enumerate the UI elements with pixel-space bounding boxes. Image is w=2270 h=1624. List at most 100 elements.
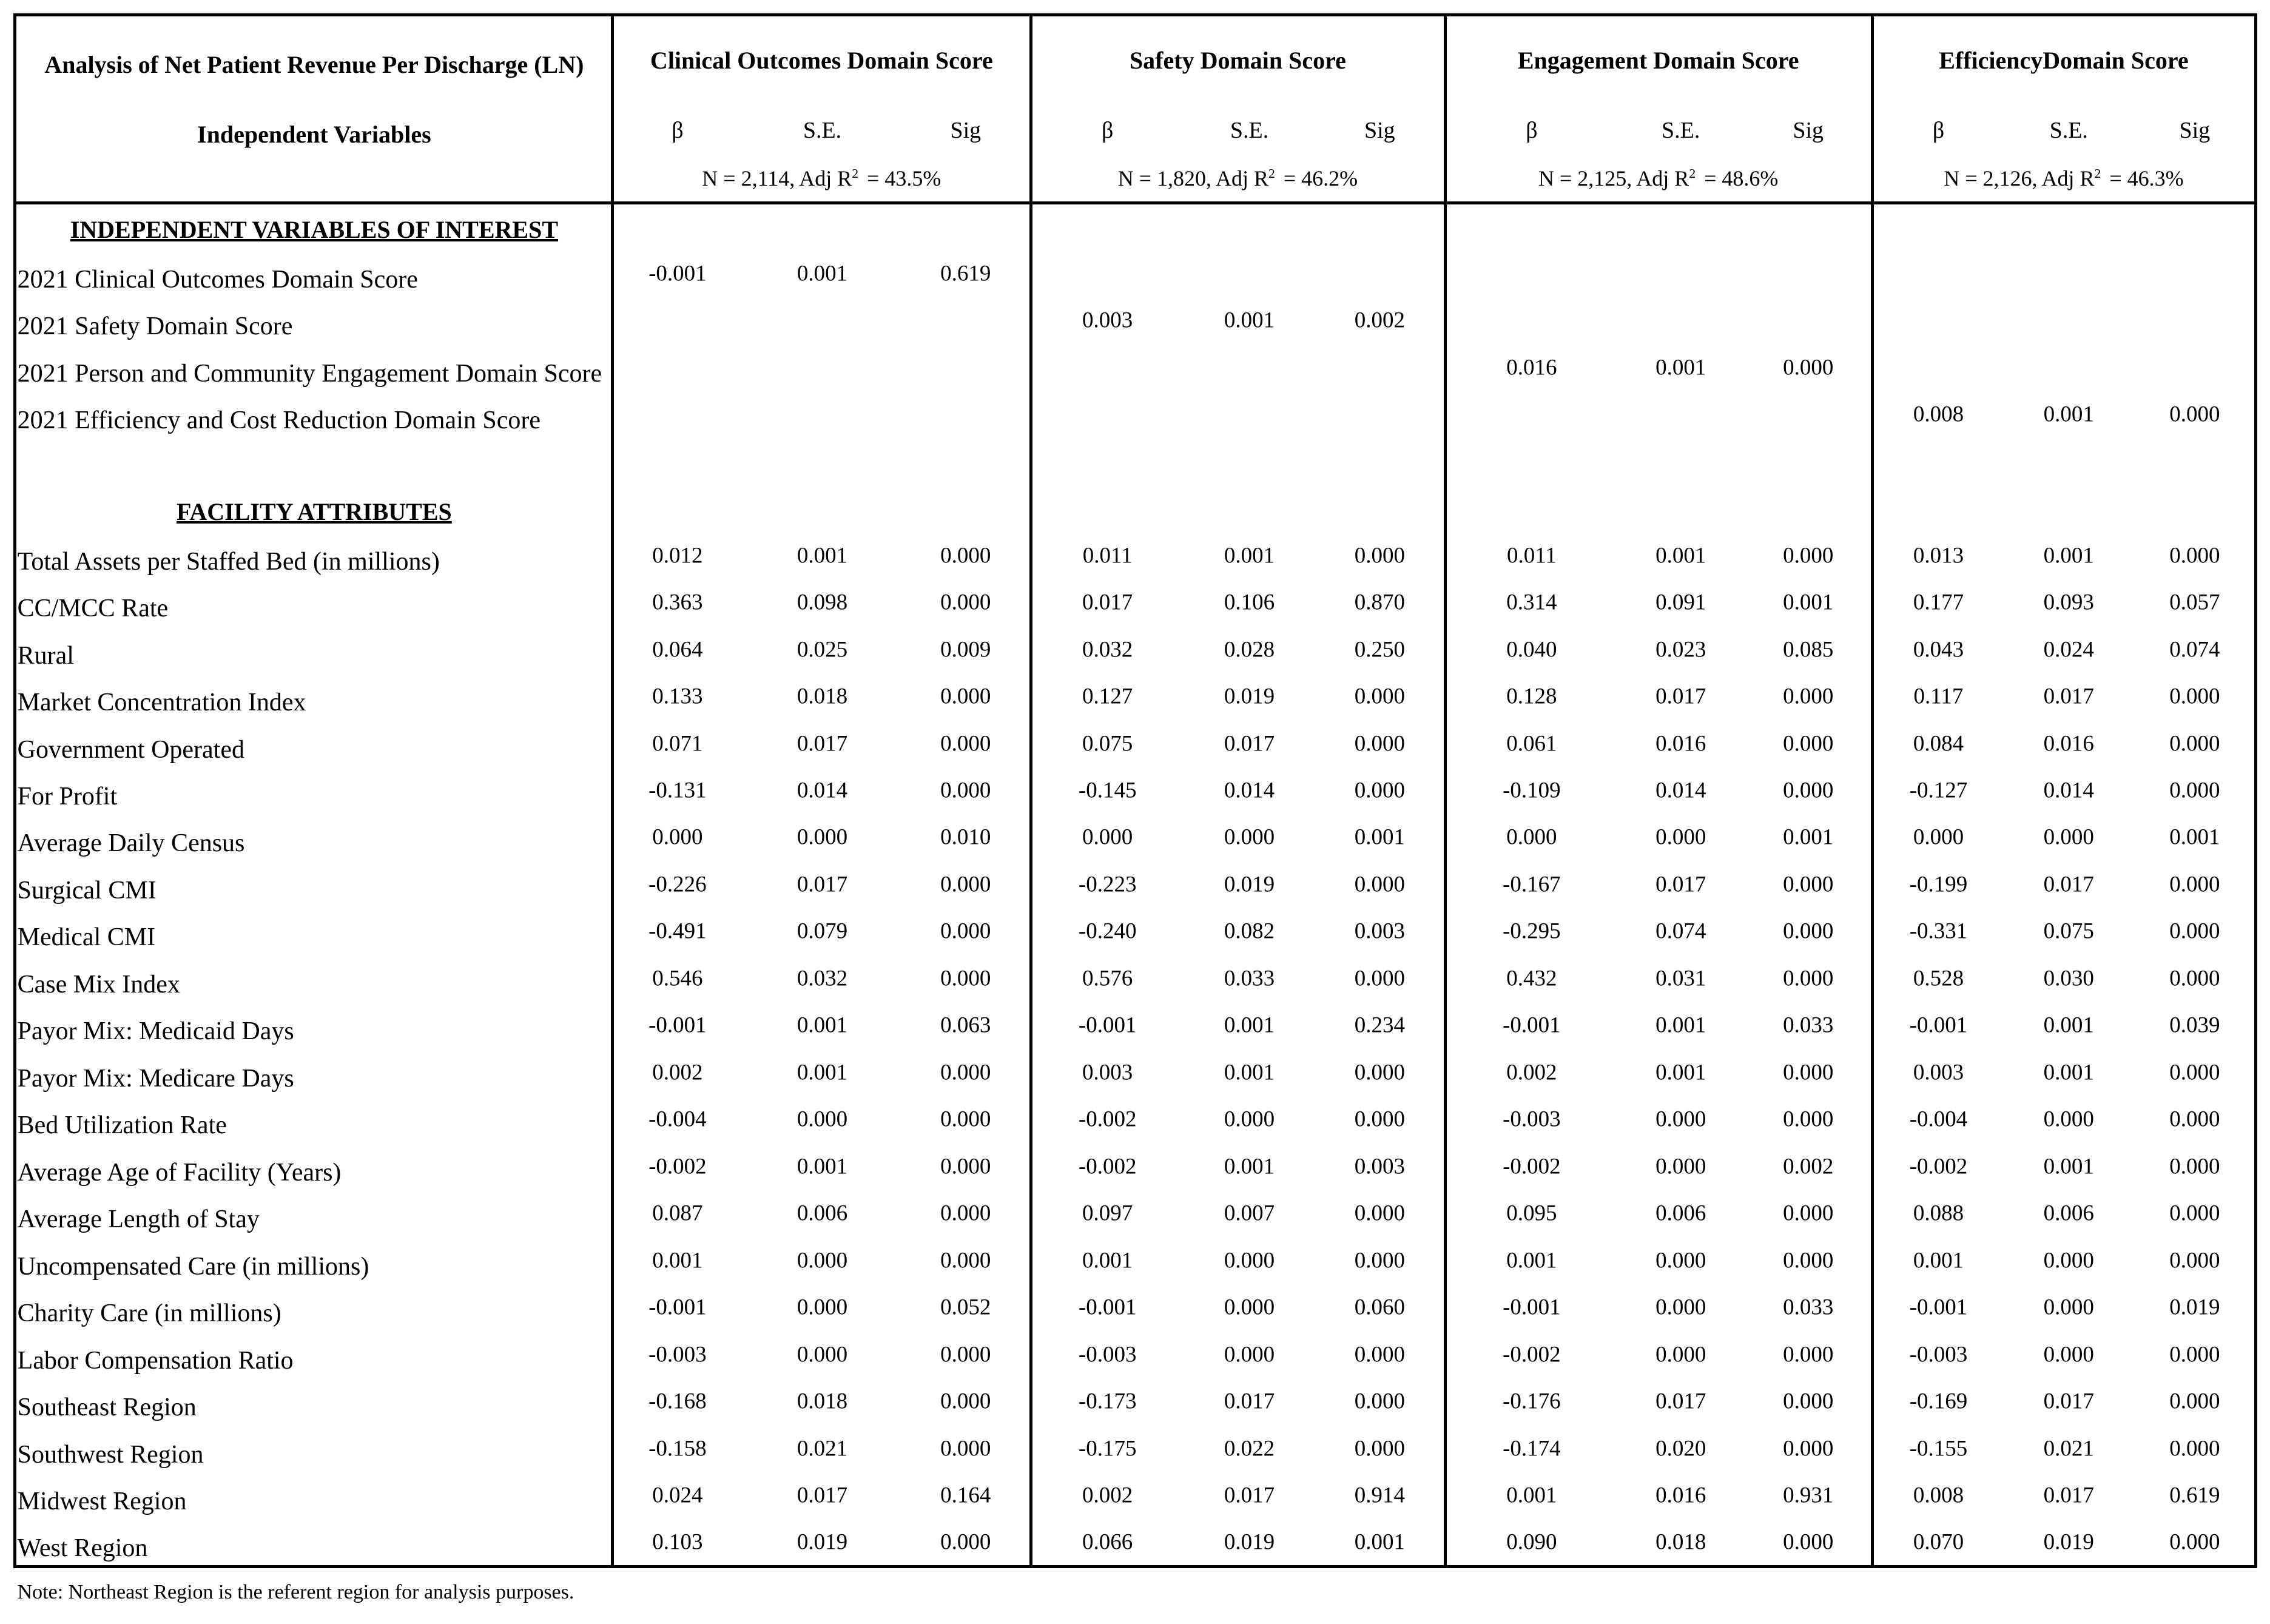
cell-value: 0.003 — [1354, 1154, 1405, 1179]
cell-value: 0.011 — [1506, 543, 1557, 568]
cell-value: 0.009 — [940, 637, 991, 662]
cell-value: 0.017 — [1655, 684, 1706, 709]
cell-value: 0.000 — [2169, 1248, 2220, 1273]
row-label: Bed Utilization Rate — [17, 1111, 227, 1140]
cell-value: 0.117 — [1913, 684, 1964, 709]
cell-value: 0.000 — [2169, 1060, 2220, 1085]
cell-value: 0.003 — [1082, 308, 1133, 333]
cell-value: 0.001 — [2043, 402, 2094, 427]
cell-value: 0.016 — [2043, 731, 2094, 756]
superscript: 2 — [1268, 166, 1275, 181]
cell-value: 0.619 — [940, 261, 991, 286]
cell-value: 0.000 — [1655, 1295, 1706, 1320]
cell-value: 0.001 — [2169, 824, 2220, 850]
cell-value: -0.295 — [1503, 918, 1561, 944]
row-label: Surgical CMI — [17, 876, 157, 905]
cell-value: 0.177 — [1913, 590, 1964, 615]
cell-value: 0.000 — [1783, 1436, 1834, 1461]
cell-value: -0.003 — [1078, 1342, 1137, 1367]
cell-value: 0.032 — [797, 966, 848, 991]
column-header: S.E. — [2049, 117, 2088, 143]
cell-value: 0.000 — [1783, 1389, 1834, 1414]
cell-value: 0.079 — [797, 918, 848, 944]
row-label: Average Age of Facility (Years) — [17, 1158, 342, 1187]
table-title: Analysis of Net Patient Revenue Per Disc… — [44, 51, 584, 79]
superscript: 2 — [852, 166, 859, 181]
superscript: 2 — [1689, 166, 1696, 181]
cell-value: 0.066 — [1082, 1529, 1133, 1555]
row-label: Market Concentration Index — [17, 689, 306, 717]
cell-value: 0.018 — [797, 684, 848, 709]
model-stats: N = 2,114, Adj R2 = 43.5% — [702, 167, 941, 189]
column-header: Sig — [1364, 117, 1395, 143]
cell-value: 0.000 — [940, 684, 991, 709]
cell-value: 0.032 — [1082, 637, 1133, 662]
cell-value: -0.240 — [1078, 918, 1137, 944]
table-note: Note: Northeast Region is the referent r… — [17, 1581, 574, 1604]
cell-value: -0.176 — [1503, 1389, 1561, 1414]
cell-value: 0.000 — [2169, 778, 2220, 803]
row-label: West Region — [17, 1534, 148, 1563]
cell-value: -0.109 — [1503, 778, 1561, 803]
cell-value: 0.000 — [2169, 1342, 2220, 1367]
cell-value: 0.017 — [1082, 590, 1133, 615]
r2-label: = 43.5% — [867, 166, 941, 190]
cell-value: 0.002 — [652, 1060, 703, 1085]
cell-value: 0.000 — [2169, 402, 2220, 427]
cell-value: 0.007 — [1224, 1201, 1275, 1226]
cell-value: 0.000 — [2169, 872, 2220, 897]
cell-value: 0.000 — [1354, 684, 1405, 709]
cell-value: 0.000 — [1783, 1529, 1834, 1555]
cell-value: 0.018 — [797, 1389, 848, 1414]
cell-value: -0.127 — [1909, 778, 1968, 803]
cell-value: 0.000 — [1783, 355, 1834, 380]
cell-value: 0.000 — [797, 824, 848, 850]
cell-value: 0.019 — [797, 1529, 848, 1555]
cell-value: -0.175 — [1078, 1436, 1137, 1461]
cell-value: 0.000 — [1655, 1107, 1706, 1132]
cell-value: -0.491 — [648, 918, 707, 944]
cell-value: 0.000 — [2169, 1436, 2220, 1461]
cell-value: 0.000 — [940, 731, 991, 756]
cell-value: -0.331 — [1909, 918, 1968, 944]
cell-value: 0.000 — [1783, 1060, 1834, 1085]
cell-value: 0.001 — [1655, 355, 1706, 380]
cell-value: 0.000 — [2169, 543, 2220, 568]
cell-value: 0.000 — [1783, 543, 1834, 568]
table-border — [2254, 13, 2258, 1568]
cell-value: 0.000 — [940, 1436, 991, 1461]
cell-value: 0.000 — [1354, 1248, 1405, 1273]
cell-value: 0.000 — [652, 824, 703, 850]
cell-value: 0.008 — [1913, 1483, 1964, 1508]
cell-value: 0.000 — [1783, 1107, 1834, 1132]
cell-value: -0.003 — [1909, 1342, 1968, 1367]
row-label: Midwest Region — [17, 1488, 187, 1515]
table-subtitle: Independent Variables — [197, 120, 431, 148]
cell-value: 0.000 — [797, 1107, 848, 1132]
cell-value: 0.001 — [1783, 824, 1834, 850]
cell-value: 0.001 — [1354, 824, 1405, 850]
cell-value: 0.006 — [797, 1201, 848, 1226]
cell-value: -0.001 — [648, 1012, 707, 1038]
cell-value: 0.619 — [2169, 1483, 2220, 1508]
cell-value: -0.174 — [1503, 1436, 1561, 1461]
row-label: Southeast Region — [17, 1393, 197, 1422]
cell-value: 0.070 — [1913, 1529, 1964, 1555]
cell-value: -0.003 — [1503, 1107, 1561, 1132]
cell-value: 0.019 — [1224, 684, 1275, 709]
cell-value: 0.020 — [1655, 1436, 1706, 1461]
cell-value: 0.000 — [1354, 731, 1405, 756]
cell-value: 0.001 — [797, 1154, 848, 1179]
cell-value: 0.057 — [2169, 590, 2220, 615]
row-label: Payor Mix: Medicaid Days — [17, 1017, 294, 1046]
cell-value: 0.025 — [797, 637, 848, 662]
cell-value: 0.000 — [2043, 1107, 2094, 1132]
cell-value: 0.014 — [1224, 778, 1275, 803]
model-stats: N = 2,125, Adj R2 = 48.6% — [1538, 167, 1778, 189]
cell-value: 0.017 — [1655, 1389, 1706, 1414]
cell-value: 0.000 — [940, 1060, 991, 1085]
cell-value: 0.000 — [1783, 684, 1834, 709]
cell-value: 0.931 — [1783, 1483, 1834, 1508]
cell-value: 0.011 — [1082, 543, 1133, 568]
cell-value: 0.017 — [797, 731, 848, 756]
